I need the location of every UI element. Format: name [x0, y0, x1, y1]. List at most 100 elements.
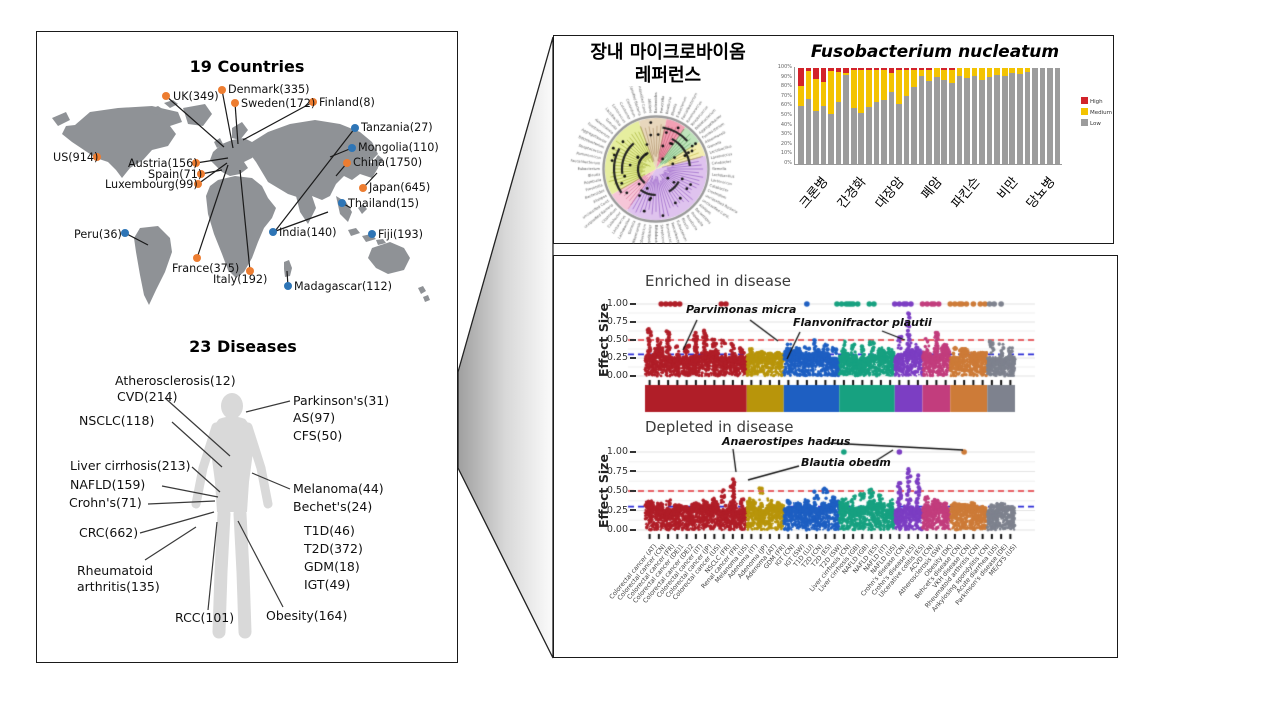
country-label: Madagascar(112) — [294, 280, 392, 293]
disease-label: CFS(50) — [293, 428, 342, 443]
country-label: Spain(71) — [148, 168, 202, 181]
species-annotation: Anaerostipes hadrus — [722, 435, 851, 448]
bar-segment — [1001, 68, 1008, 76]
country-marker-dot — [93, 153, 101, 161]
bar-segment — [941, 69, 948, 80]
bar-y-tick-label: 70% — [780, 92, 792, 99]
bar-segment — [933, 68, 940, 77]
depleted-title: Depleted in disease — [645, 418, 794, 436]
bar-segment — [979, 68, 985, 80]
world-map-diseases-figure: 19 Countries US(914)UK(349)Denmark(335)S… — [52, 57, 439, 639]
country-marker-dot — [194, 180, 202, 188]
country-marker-dot — [309, 98, 317, 106]
bar-y-tick-label: 10% — [780, 150, 792, 157]
country-line — [195, 157, 229, 164]
bar-segment — [971, 75, 978, 164]
bar-segment — [986, 76, 993, 164]
bar-segment — [835, 101, 842, 164]
bar-segment — [1032, 68, 1038, 164]
bar-y-tick-label: 80% — [780, 83, 792, 90]
bar-segment — [881, 69, 887, 100]
bar-segment — [843, 68, 849, 73]
stacked-bar — [926, 68, 933, 164]
country-line — [221, 89, 234, 149]
disease-label: Bechet's(24) — [293, 499, 372, 514]
stacked-bar — [986, 68, 993, 164]
stacked-bar — [1032, 68, 1038, 164]
continent-shape — [232, 122, 248, 140]
continent-shape — [183, 104, 212, 126]
country-marker-dot — [343, 159, 351, 167]
bar-segment — [858, 68, 865, 70]
bar-segment — [1054, 68, 1061, 164]
bar-segment — [813, 111, 819, 164]
disease-line — [144, 526, 197, 561]
continent-shape — [206, 176, 276, 278]
bar-y-tick-label: 20% — [780, 140, 792, 147]
bar-segment — [1001, 75, 1008, 164]
disease-label: T1D(46) — [303, 523, 355, 538]
stacked-bar — [1054, 68, 1061, 164]
bar-segment — [805, 68, 812, 71]
bar-segment — [873, 101, 880, 164]
bar-segment — [964, 68, 970, 78]
disease-label: Atherosclerosis(12) — [115, 373, 236, 388]
bar-chart-baseline — [794, 164, 1062, 165]
country-marker-dot — [192, 159, 200, 167]
country-marker-dot — [218, 86, 226, 94]
bar-segment — [1009, 68, 1016, 73]
bar-segment — [865, 69, 872, 108]
y-tick-label: 0.75 — [606, 316, 636, 327]
stacked-bar — [820, 68, 827, 164]
stacked-bar — [1047, 68, 1053, 164]
disease-label: Parkinson's(31) — [293, 393, 389, 408]
country-labels: US(914) UK(349) Denmark(335)Sweden(172) Fin… — [53, 83, 439, 293]
bar-segment — [933, 76, 940, 164]
circular-cladogram — [566, 86, 750, 244]
bar-segment — [941, 79, 948, 164]
bar-segment — [835, 71, 842, 102]
bar-segment — [918, 69, 925, 76]
bar-segment — [896, 104, 902, 164]
bar-segment — [964, 77, 970, 164]
bar-segment — [865, 68, 872, 70]
microbiome-reference-title-line1: 장내 마이크로바이옴 — [590, 42, 746, 63]
stacked-bar — [1039, 68, 1046, 164]
y-tick-label: 0.50 — [606, 485, 636, 496]
bar-segment — [813, 78, 819, 112]
bar-segment — [865, 107, 872, 164]
bar-segment — [881, 68, 887, 70]
bar-segment — [820, 68, 827, 83]
stacked-bar — [933, 68, 940, 164]
bar-segment — [903, 69, 910, 96]
stacked-bar — [964, 68, 970, 164]
continent-shape — [62, 106, 182, 178]
continent-shape — [372, 155, 383, 169]
bar-segment — [911, 68, 917, 70]
legend-label: Medium — [1090, 110, 1112, 116]
stacked-bar — [1001, 68, 1008, 164]
y-tick-label: 0.25 — [606, 505, 636, 516]
country-marker-dot — [231, 99, 239, 107]
bar-segment — [828, 70, 834, 115]
country-line — [197, 162, 228, 185]
disease-label: Crohn's(71) — [69, 495, 142, 510]
species-annotation: Flanvonifractor plautii — [793, 316, 932, 329]
bar-segment — [941, 68, 948, 70]
bar-segment — [979, 79, 985, 164]
country-label: Finland(8) — [319, 96, 375, 109]
bar-segment — [813, 68, 819, 79]
bar-segment — [1024, 68, 1031, 72]
continent-shape — [296, 196, 316, 224]
country-marker-dot — [351, 124, 359, 132]
bar-segment — [949, 69, 955, 84]
continent-shape — [52, 112, 70, 126]
country-label: Austria(156) — [128, 157, 198, 170]
disease-labels: Atherosclerosis(12)CVD(214) NSCLC(118) Liv… — [69, 373, 389, 625]
legend-swatch — [1081, 97, 1088, 104]
country-marker-dot — [246, 267, 254, 275]
country-line — [196, 164, 229, 259]
disease-line — [251, 472, 291, 490]
